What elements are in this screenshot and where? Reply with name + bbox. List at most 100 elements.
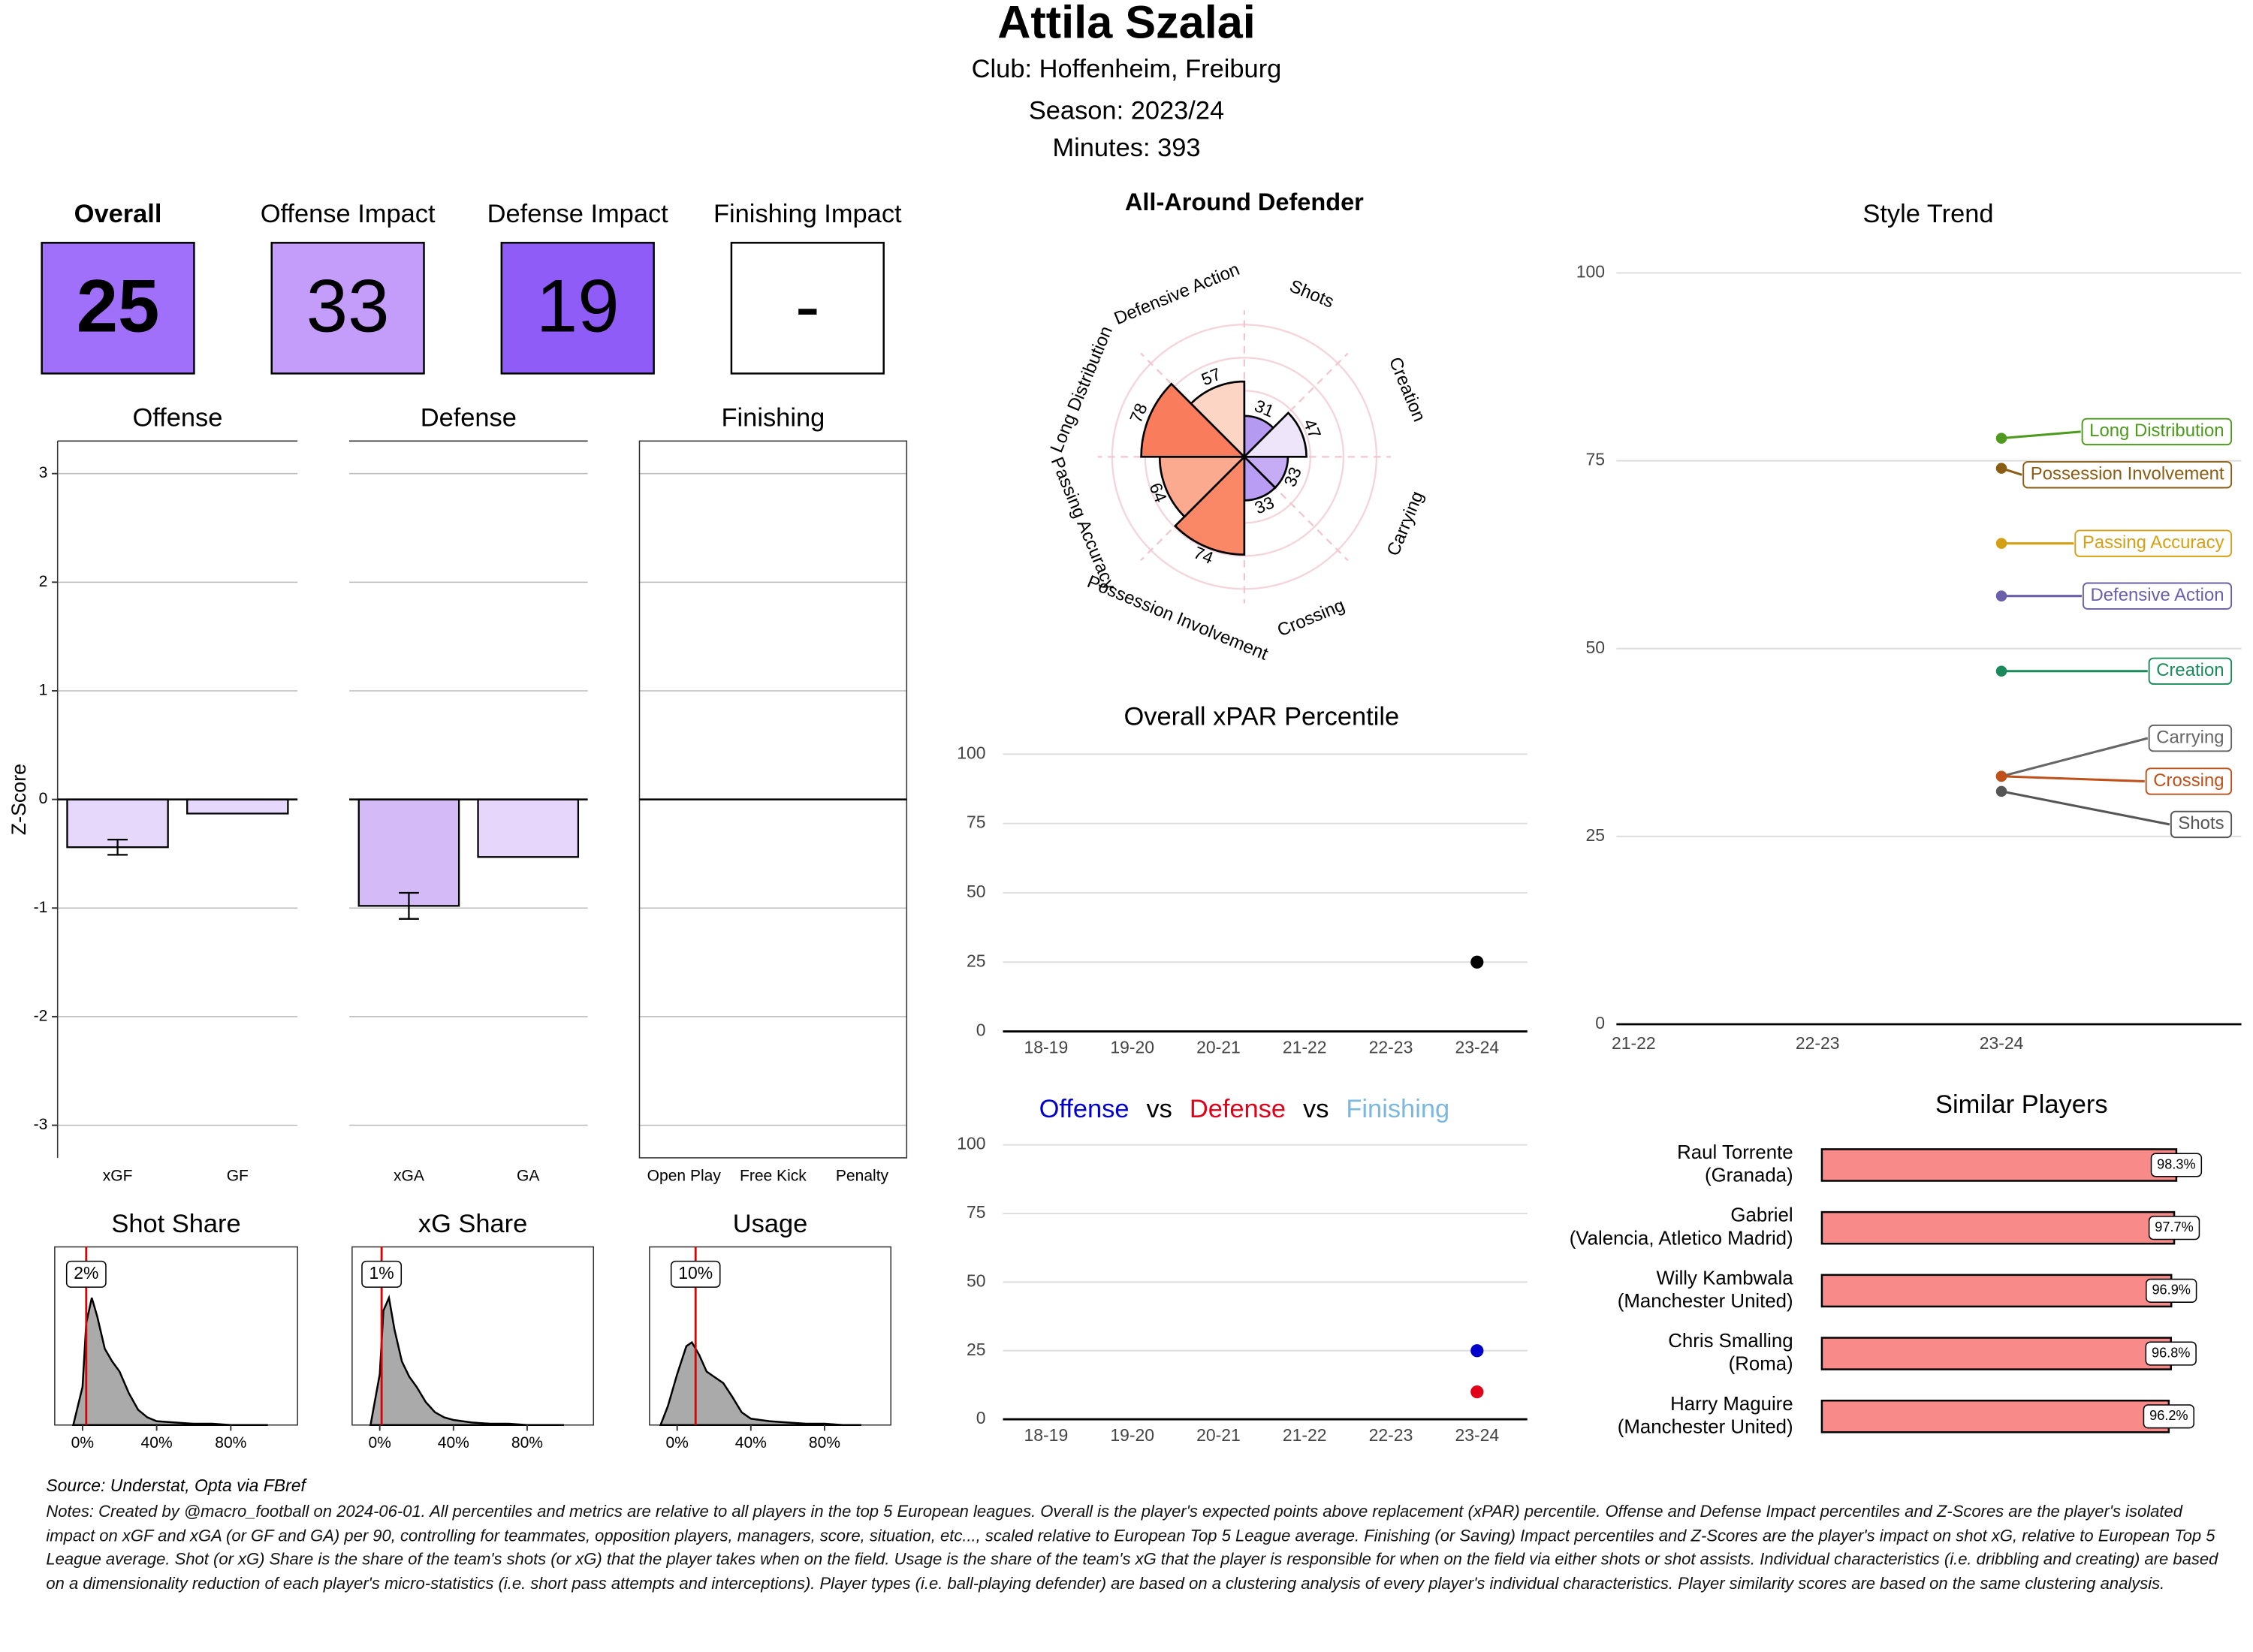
category-label: Creation [1385,354,1430,425]
series-label-box [2074,529,2233,557]
y-tick-label: 1 [39,682,48,699]
bar [1820,1337,2172,1370]
label-connector [2001,775,2145,783]
marker-label: 1% [369,1263,394,1283]
wedge [1158,456,1247,518]
bar [357,798,460,907]
y-tick-label: 0 [976,1408,986,1427]
series-label: Shots [2178,813,2224,834]
x-tick-label: 22-23 [1369,1425,1413,1445]
value-label-box [2143,1404,2194,1429]
marker-label: 10% [678,1263,713,1283]
y-tick-label: 100 [1576,262,1605,282]
value-label: 97.7% [2155,1219,2193,1234]
facet-title: Finishing [722,404,825,433]
score-value: 33 [306,264,390,348]
x-tick-label: 21-22 [1283,1425,1327,1445]
player-club: (Granada) [1705,1165,1793,1186]
score-label: Defense Impact [487,200,669,228]
bar [1820,1210,2176,1245]
label-connector [2001,790,2170,826]
category-label: Passing Accuracy [1047,454,1120,593]
series-label-box [2081,418,2233,446]
point [1995,590,2007,601]
series-label-box [2022,461,2233,489]
y-tick-label: 75 [967,1202,986,1222]
value-label-box [2148,1216,2200,1241]
x-tick-label: 0% [665,1434,688,1452]
player-name: Attila Szalai [997,0,1256,48]
series-label-box [2170,810,2233,839]
x-tick-label: xGF [103,1167,133,1184]
x-tick-label: 23-24 [1455,1425,1499,1445]
player-club: (Valencia, Atletico Madrid) [1570,1228,1793,1249]
player-name: Chris Smalling [1668,1331,1793,1352]
series-label: Crossing [2153,770,2224,791]
bar [477,798,580,858]
y-tick-label: 75 [967,812,986,832]
value-label: 98.3% [2157,1156,2195,1171]
bar [1820,1399,2170,1433]
y-tick-label: 0 [976,1020,986,1040]
y-tick-label: 50 [967,1271,986,1290]
y-tick-label: 25 [967,1340,986,1359]
spoke [1244,456,1349,562]
wedge [1190,380,1246,460]
y-tick-label: 100 [957,1134,985,1153]
player-name: Raul Torrente [1677,1142,1793,1163]
player-name: Willy Kambwala [1656,1268,1793,1289]
x-tick-label: Open Play [647,1167,722,1184]
chart-title: All-Around Defender [1125,188,1364,216]
chart-title: Overall xPAR Percentile [1123,703,1399,731]
x-tick-label: 40% [438,1434,469,1452]
score-box [730,242,885,375]
player-name: Gabriel [1730,1205,1793,1226]
point [1470,1344,1484,1358]
wedge [1140,382,1247,458]
marker-label: 2% [74,1263,98,1283]
marker-label-box [670,1260,721,1288]
title-separator: vs [1303,1095,1329,1123]
x-tick-label: 80% [215,1434,246,1452]
x-tick-label: 22-23 [1369,1038,1413,1057]
x-tick-label: 23-24 [1455,1038,1499,1057]
x-tick-label: 0% [368,1434,391,1452]
series-label: Defensive Action [2090,585,2224,605]
series-label-box [2145,767,2233,795]
category-label: Defensive Action [1111,259,1243,329]
series-label: Passing Accuracy [2083,532,2224,553]
category-label: Carrying [1383,488,1428,559]
x-tick-label: 40% [735,1434,767,1452]
series-label: Long Distribution [2089,421,2224,441]
legend-entry: Offense [1039,1095,1130,1123]
y-tick-label: 0 [39,790,48,807]
y-tick-label: 2 [39,573,48,590]
series-label-box [2148,724,2233,752]
x-tick-label: Penalty [836,1167,889,1184]
y-tick-label: 100 [957,743,985,762]
chart-title: Offense vs Defense vs Finishing [1039,1095,1450,1123]
x-tick-label: 22-23 [1796,1033,1840,1053]
spoke [1244,352,1349,458]
panel-title: Usage [733,1210,808,1238]
spoke [1140,352,1245,458]
point [1995,433,2007,444]
y-tick-label: -3 [34,1116,48,1133]
x-tick-label: 20-21 [1196,1038,1241,1057]
facet-title: Offense [132,404,222,433]
x-tick-label: 0% [71,1434,94,1452]
legend-entry: Finishing [1346,1095,1449,1123]
score-value: - [795,264,820,348]
x-tick-label: 80% [809,1434,840,1452]
y-tick-label: 50 [967,882,986,901]
point [1995,538,2007,549]
series-label: Creation [2156,660,2224,680]
series-label: Carrying [2156,727,2224,747]
y-tick-label: -1 [34,899,48,916]
bar [1820,1148,2178,1182]
value-label-box [2145,1341,2197,1366]
player-club: (Manchester United) [1618,1416,1793,1437]
panel-title: xG Share [418,1210,527,1238]
